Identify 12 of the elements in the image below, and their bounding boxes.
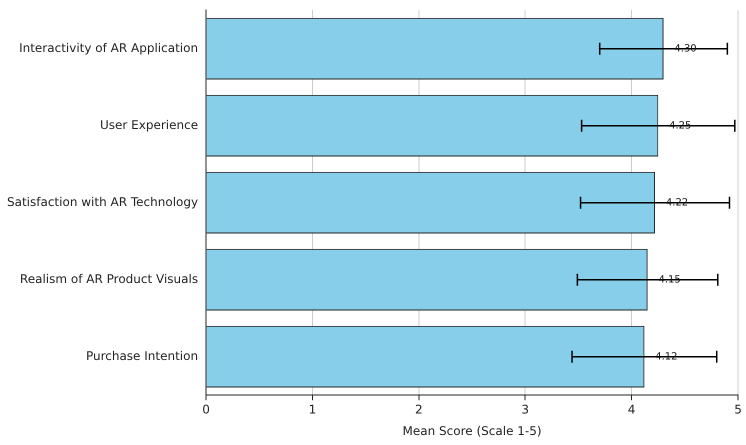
x-tick-label: 0: [202, 402, 210, 417]
x-tick-label: 1: [308, 402, 316, 417]
y-tick-label: Realism of AR Product Visuals: [20, 272, 198, 286]
y-tick-label: Satisfaction with AR Technology: [7, 194, 198, 209]
x-tick-label: 3: [521, 402, 530, 417]
x-tick-label: 2: [415, 402, 423, 417]
y-tick-label: Purchase Intention: [86, 348, 198, 363]
y-tick-label: Interactivity of AR Application: [19, 40, 198, 55]
y-tick-label: User Experience: [100, 118, 198, 132]
x-tick-label: 5: [734, 402, 742, 417]
x-axis-title: Mean Score (Scale 1-5): [402, 424, 542, 438]
x-tick-label: 4: [628, 402, 636, 417]
